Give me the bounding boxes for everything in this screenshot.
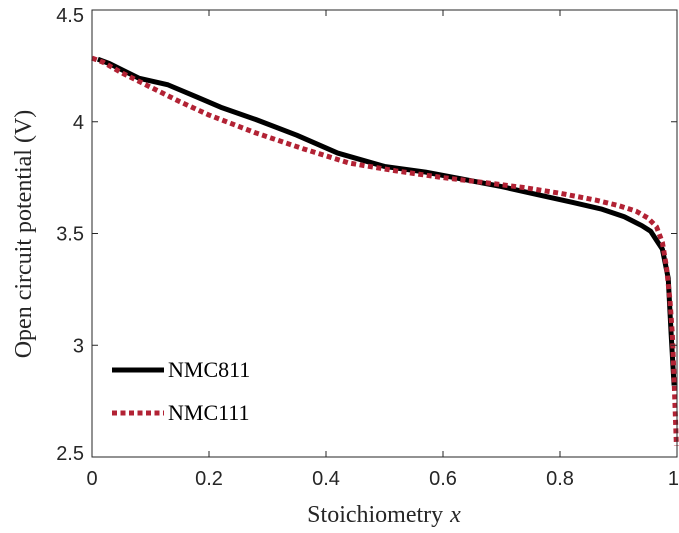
- plot-frame: [91, 9, 678, 458]
- x-tick-label: 0: [86, 468, 97, 490]
- legend: NMC811 NMC111: [112, 357, 250, 425]
- x-axis: 0 0.2 0.4 0.6 0.8 1: [86, 10, 679, 490]
- y-tick-label: 4.5: [56, 5, 84, 27]
- y-tick-label: 3.5: [56, 224, 84, 246]
- y-axis: 2.5 3 3.5 4 4.5: [56, 5, 677, 465]
- x-tick-label: 0.6: [429, 468, 457, 490]
- y-tick-label: 2.5: [56, 443, 84, 465]
- plot-lines: [91, 55, 679, 446]
- x-tick-label: 0.4: [312, 468, 340, 490]
- x-tick-label: 0.2: [195, 468, 223, 490]
- x-tick-label: 1: [668, 468, 679, 490]
- x-axis-label: Stoichiometry x: [307, 502, 461, 528]
- legend-label-nmc811: NMC811: [168, 357, 250, 382]
- y-tick-label: 3: [73, 335, 84, 357]
- y-axis-label: Open circuit potential (V): [11, 110, 37, 359]
- y-tick-label: 4: [73, 112, 84, 134]
- x-axis-label-variable: x: [449, 502, 461, 528]
- legend-label-nmc111: NMC111: [168, 400, 250, 425]
- series-line-nmc811: [96, 56, 677, 386]
- series-line-nmc111: [91, 55, 679, 446]
- x-axis-label-text: Stoichiometry: [307, 502, 443, 528]
- x-tick-label: 0.8: [546, 468, 574, 490]
